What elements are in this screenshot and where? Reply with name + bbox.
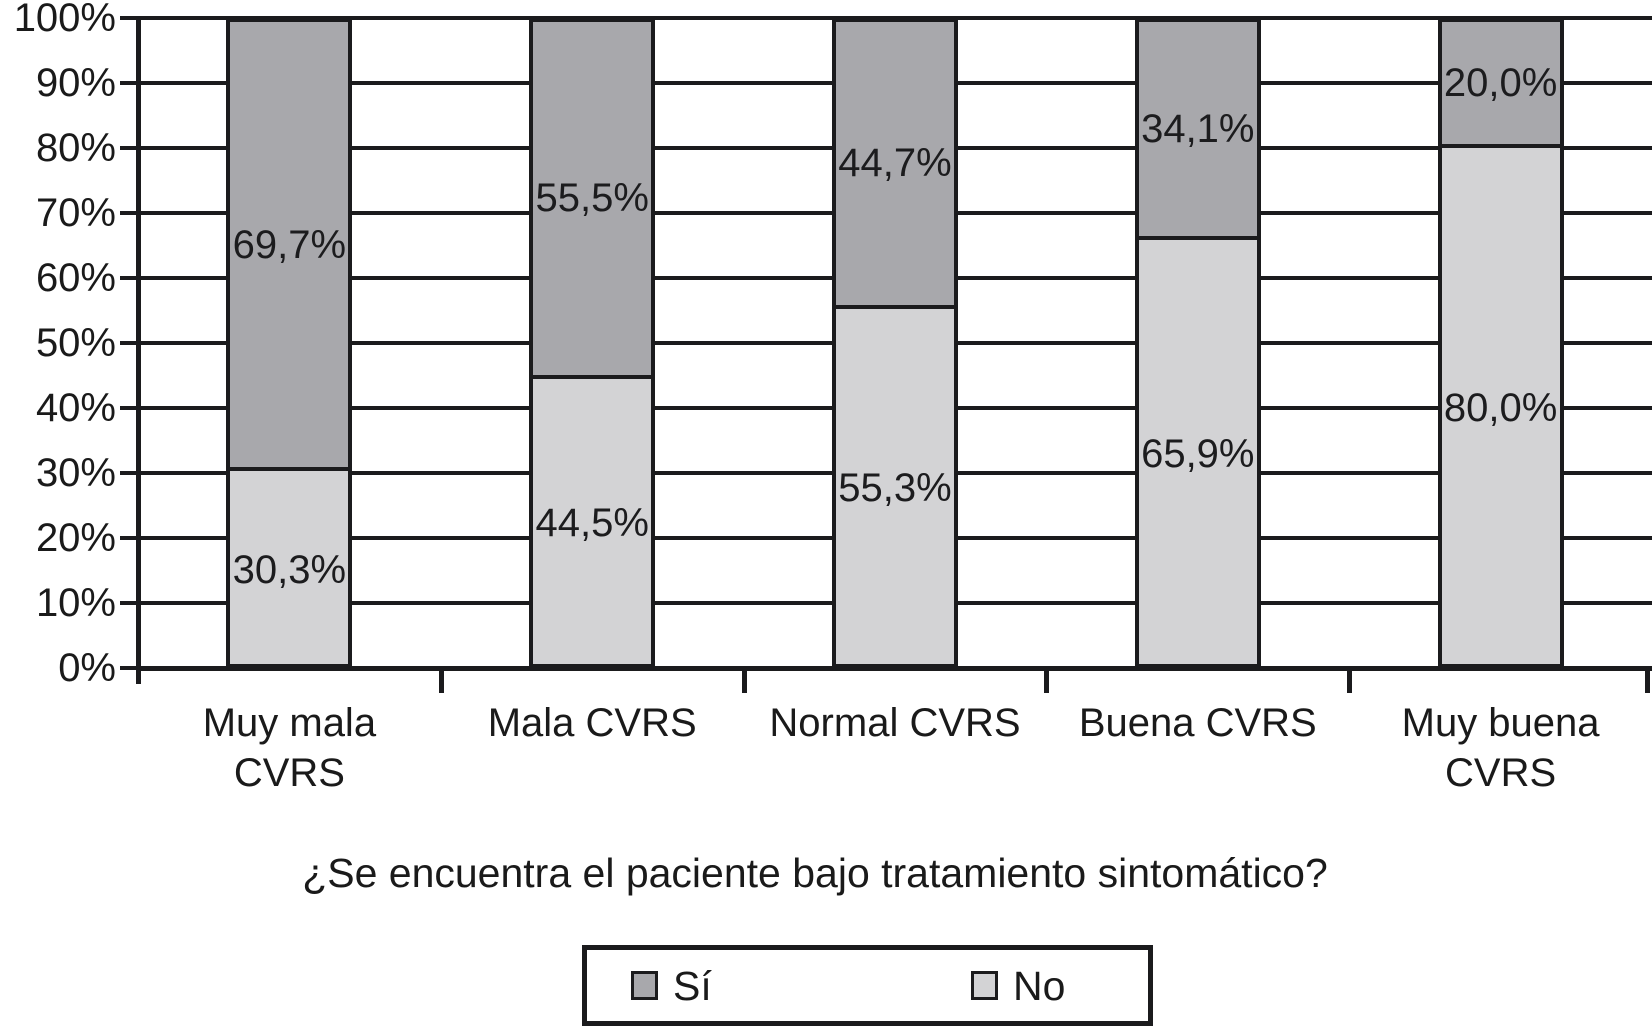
bar-value-label-no: 80,0% xyxy=(1443,386,1558,430)
bar-segment-si xyxy=(226,18,353,472)
y-axis-tick xyxy=(120,146,138,150)
bar-value-label-no: 30,3% xyxy=(232,547,347,592)
y-axis-tick-label: 100% xyxy=(13,0,116,40)
no-legend-label: No xyxy=(1013,962,1066,1009)
y-axis-tick-label: 80% xyxy=(35,126,116,170)
y-axis-tick-label: 70% xyxy=(35,191,116,235)
si-legend-swatch xyxy=(631,971,658,1000)
x-axis-category-label: Normal CVRS xyxy=(769,701,1021,745)
y-axis-tick xyxy=(120,81,138,85)
x-axis-question-label: ¿Se encuentra el paciente bajo tratamien… xyxy=(302,850,1328,896)
bar-value-label-si: 20,0% xyxy=(1443,61,1558,105)
y-axis-tick xyxy=(120,341,138,345)
y-axis-tick xyxy=(120,601,138,605)
y-axis-tick-label: 30% xyxy=(35,451,116,495)
bar-value-label-si: 44,7% xyxy=(838,141,952,186)
y-axis-line xyxy=(136,16,141,684)
x-axis-category-label: Mala CVRS xyxy=(487,701,697,745)
bar-value-label-no: 65,9% xyxy=(1141,431,1255,476)
x-axis-tick xyxy=(1044,668,1050,693)
bar-value-label-no: 44,5% xyxy=(535,501,649,546)
bar-value-label-si: 55,5% xyxy=(535,176,649,221)
y-axis-tick-label: 0% xyxy=(58,646,116,690)
bar-segment-si xyxy=(1437,18,1564,148)
legend: Sí No xyxy=(582,945,1153,1026)
x-axis-tick xyxy=(438,668,444,693)
bar-segment-si xyxy=(832,18,958,309)
si-legend-label: Sí xyxy=(673,962,712,1009)
x-axis-tick xyxy=(1347,668,1353,693)
bar-segment-no xyxy=(226,471,353,668)
x-axis-tick xyxy=(741,668,747,693)
bar-value-label-si: 69,7% xyxy=(232,222,347,267)
y-axis-tick xyxy=(120,471,138,475)
y-axis-tick-label: 50% xyxy=(35,321,116,365)
x-axis-category-label: Buena CVRS xyxy=(1078,701,1317,745)
x-axis-category-label: Muy buena CVRS xyxy=(1401,701,1600,795)
y-axis-tick xyxy=(120,666,138,670)
legend-item-no: No xyxy=(971,950,1065,1021)
y-axis-tick xyxy=(120,406,138,410)
bar-segment-no xyxy=(1134,239,1261,668)
x-axis-line xyxy=(138,666,1652,671)
bar-segment-no xyxy=(832,308,958,668)
y-axis-tick-label: 40% xyxy=(35,386,116,430)
legend-item-si: Sí xyxy=(631,950,712,1021)
bar-value-label-no: 55,3% xyxy=(838,466,952,511)
y-axis-tick xyxy=(120,211,138,215)
x-axis-category-label: Muy mala CVRS xyxy=(202,701,377,795)
bar-segment-si xyxy=(1134,18,1261,240)
y-axis-tick xyxy=(120,16,138,20)
bar-segment-si xyxy=(529,18,656,379)
y-axis-tick xyxy=(120,536,138,540)
y-axis-tick-label: 90% xyxy=(35,61,116,105)
bar-segment-no xyxy=(529,378,656,668)
y-axis-tick xyxy=(120,276,138,280)
y-axis-tick-label: 60% xyxy=(35,256,116,300)
x-axis-tick xyxy=(1645,668,1650,693)
bar-value-label-si: 34,1% xyxy=(1141,106,1255,151)
no-legend-swatch xyxy=(971,971,998,1000)
y-axis-tick-label: 10% xyxy=(35,581,116,625)
y-axis-tick-label: 20% xyxy=(35,516,116,560)
